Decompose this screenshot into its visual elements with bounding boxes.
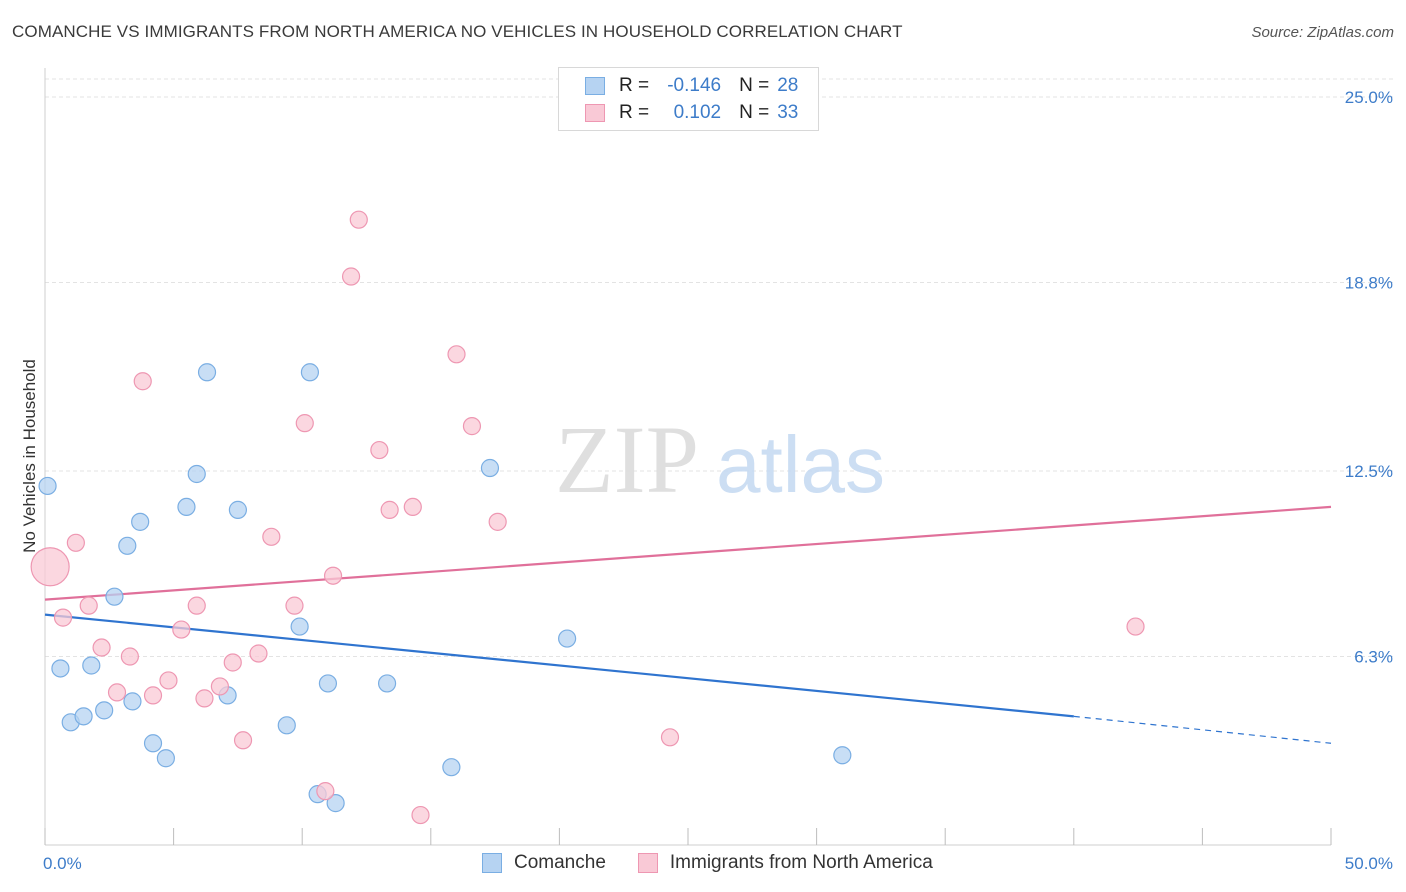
trend-line-comanche-extension: [1073, 715, 1332, 744]
point-comanche: [123, 692, 142, 711]
point-immigrants-large: [30, 547, 70, 587]
point-immigrants: [120, 647, 139, 666]
legend-item-immigrants[interactable]: Immigrants from North America: [637, 852, 933, 874]
point-comanche: [38, 476, 57, 496]
legend-r-label: R =: [619, 75, 650, 96]
point-comanche: [118, 536, 137, 555]
point-immigrants: [323, 566, 343, 585]
legend-n-label: N =: [739, 102, 770, 123]
point-immigrants: [133, 372, 152, 391]
point-immigrants: [53, 608, 73, 627]
point-immigrants: [249, 644, 268, 663]
point-comanche: [131, 512, 150, 531]
point-immigrants: [341, 267, 361, 286]
y-axis-label: No Vehicles in Household: [20, 359, 39, 553]
legend-n-label: N =: [739, 75, 770, 96]
point-comanche: [318, 674, 338, 693]
data-points: [30, 210, 1145, 825]
legend-row-comanche: R = -0.146 N = 28: [585, 74, 798, 98]
y-tick-label: 25.0%: [1345, 88, 1393, 107]
point-immigrants: [195, 689, 214, 708]
legend-n-value: 33: [777, 102, 799, 123]
legend-swatch-immigrants: [637, 853, 658, 873]
legend-swatch-comanche: [585, 77, 605, 95]
point-immigrants: [349, 210, 368, 229]
point-comanche: [300, 363, 320, 382]
point-comanche: [143, 734, 163, 753]
point-immigrants: [107, 683, 127, 702]
legend-item-comanche[interactable]: Comanche: [482, 852, 606, 874]
point-comanche: [187, 464, 206, 484]
gridlines: [45, 78, 1393, 658]
point-immigrants: [380, 500, 399, 519]
point-immigrants: [488, 512, 507, 531]
point-comanche: [82, 656, 101, 675]
point-immigrants: [285, 596, 304, 615]
point-immigrants: [447, 345, 466, 364]
trend-lines: [44, 505, 1332, 744]
point-immigrants: [403, 497, 422, 517]
legend-r-value: 0.102: [673, 102, 722, 123]
point-immigrants: [660, 728, 680, 747]
trend-line-comanche: [44, 613, 1074, 718]
tick-labels: 6.3% 12.5% 18.8% 25.0% 0.0% 50.0%: [43, 88, 1393, 873]
point-immigrants: [210, 677, 229, 696]
point-immigrants: [262, 527, 281, 546]
point-immigrants: [411, 805, 430, 825]
point-immigrants: [159, 671, 178, 690]
point-immigrants: [462, 417, 482, 436]
legend-r-value: -0.146: [667, 75, 722, 96]
point-comanche: [51, 659, 70, 678]
point-comanche: [558, 629, 577, 648]
point-comanche: [442, 758, 461, 777]
watermark-zip: ZIP: [555, 406, 699, 513]
point-immigrants: [92, 638, 111, 657]
point-immigrants: [79, 596, 98, 615]
point-immigrants: [223, 653, 242, 672]
watermark-atlas: atlas: [716, 420, 885, 509]
point-comanche: [95, 701, 114, 720]
point-comanche: [480, 458, 500, 478]
point-immigrants: [370, 440, 389, 460]
point-comanche: [197, 363, 217, 382]
y-tick-label: 12.5%: [1345, 462, 1393, 481]
trend-line-immigrants: [44, 505, 1332, 601]
point-comanche: [326, 794, 345, 813]
point-immigrants: [1126, 617, 1145, 636]
y-tick-label: 6.3%: [1354, 648, 1393, 667]
point-comanche: [74, 707, 93, 726]
watermark: ZIP atlas: [555, 406, 885, 513]
point-comanche: [377, 674, 397, 693]
point-comanche: [228, 500, 247, 519]
axes: [44, 68, 1332, 846]
legend-r-label: R =: [619, 102, 650, 123]
point-immigrants: [143, 686, 163, 705]
x-tick-label: 50.0%: [1345, 854, 1393, 873]
point-immigrants: [172, 620, 191, 639]
correlation-legend: R = -0.146 N = 28 R = 0.102 N = 33: [558, 67, 819, 131]
point-comanche: [277, 716, 296, 735]
point-immigrants: [66, 533, 85, 552]
legend-swatch-immigrants: [585, 104, 605, 122]
source-label: Source: ZipAtlas.com: [1251, 24, 1394, 41]
legend-n-value: 28: [777, 75, 799, 96]
point-comanche: [105, 587, 124, 606]
legend-swatch-comanche: [482, 853, 502, 873]
point-comanche: [177, 497, 196, 517]
point-immigrants: [316, 782, 335, 801]
point-comanche: [156, 749, 175, 768]
legend-label-immigrants: Immigrants from North America: [669, 852, 933, 873]
y-tick-label: 18.8%: [1345, 274, 1393, 293]
point-comanche: [833, 746, 852, 765]
x-tick-label: 0.0%: [43, 854, 82, 873]
series-legend: Comanche Immigrants from North America: [482, 852, 965, 874]
point-comanche: [290, 617, 309, 636]
legend-row-immigrants: R = 0.102 N = 33: [585, 101, 798, 125]
point-immigrants: [187, 596, 206, 615]
point-immigrants: [295, 414, 314, 433]
point-immigrants: [233, 731, 253, 750]
chart-title: COMANCHE VS IMMIGRANTS FROM NORTH AMERIC…: [12, 22, 903, 41]
legend-label-comanche: Comanche: [514, 852, 606, 873]
